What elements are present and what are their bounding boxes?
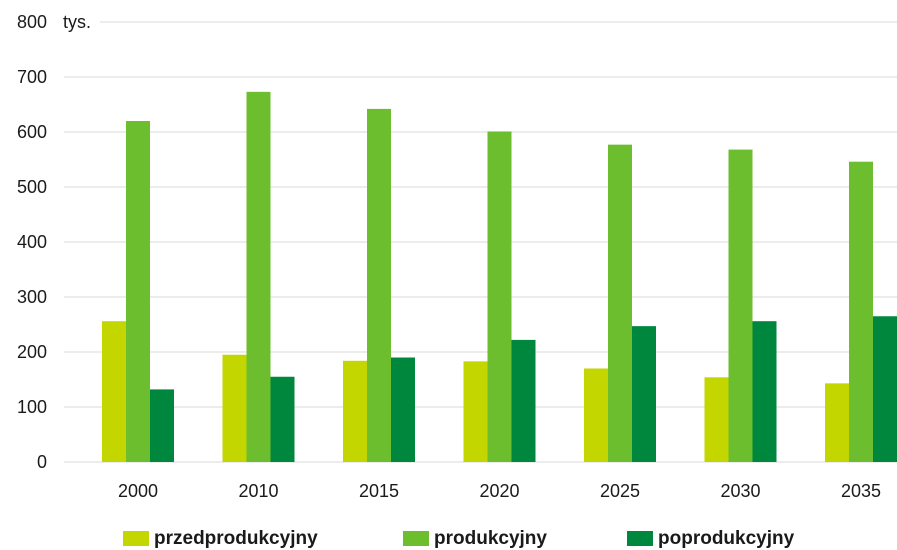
x-tick-label: 2025 (600, 481, 640, 501)
y-tick-label: 800 (17, 12, 47, 32)
bar-poprodukcyjny-2000 (150, 389, 174, 462)
bar-produkcyjny-2010 (246, 91, 271, 462)
y-tick-label: 500 (17, 177, 47, 197)
bar-przedprodukcyjny-2030 (704, 377, 729, 462)
bar-poprodukcyjny-2025 (632, 326, 656, 462)
bar-przedprodukcyjny-2020 (463, 361, 488, 462)
legend-swatch (123, 531, 149, 546)
gridlines (64, 21, 897, 463)
legend-label: produkcyjny (434, 527, 547, 549)
y-tick-label: 0 (37, 452, 47, 472)
bar-produkcyjny-2025 (608, 144, 632, 462)
bar-przedprodukcyjny-2025 (584, 368, 608, 462)
legend-swatch (403, 531, 429, 546)
x-tick-label: 2000 (118, 481, 158, 501)
y-tick-label: 700 (17, 67, 47, 87)
y-axis-ticks: 0 100 200 300 400 500 600 700 800 (17, 12, 47, 472)
bar-produkcyjny-2035 (849, 161, 873, 462)
x-axis-ticks: 2000 2010 2015 2020 2025 2030 2035 (118, 481, 881, 501)
bar-przedprodukcyjny-2015 (343, 360, 367, 462)
bar-produkcyjny-2015 (367, 108, 391, 463)
bar-poprodukcyjny-2035 (873, 316, 897, 462)
y-tick-label: 400 (17, 232, 47, 252)
bar-poprodukcyjny-2020 (511, 339, 536, 462)
x-tick-label: 2010 (238, 481, 278, 501)
bar-poprodukcyjny-2030 (752, 321, 777, 462)
bar-produkcyjny-2030 (728, 149, 753, 462)
x-tick-label: 2035 (841, 481, 881, 501)
legend: przedprodukcyjny produkcyjny poprodukcyjny (0, 527, 897, 550)
y-tick-label: 600 (17, 122, 47, 142)
legend-label: poprodukcyjny (658, 527, 795, 549)
bar-przedprodukcyjny-2000 (102, 321, 126, 462)
legend-item-produkcyjny: produkcyjny (403, 527, 547, 550)
y-tick-label: 200 (17, 342, 47, 362)
legend-item-przedprodukcyjny: przedprodukcyjny (123, 527, 318, 550)
bars (102, 91, 897, 463)
bar-poprodukcyjny-2015 (391, 357, 415, 462)
bar-przedprodukcyjny-2010 (222, 354, 247, 462)
bar-produkcyjny-2000 (126, 121, 150, 462)
legend-label: przedprodukcyjny (154, 527, 318, 549)
bar-przedprodukcyjny-2035 (825, 383, 849, 462)
bar-produkcyjny-2020 (487, 131, 512, 462)
bar-poprodukcyjny-2010 (270, 376, 295, 462)
x-tick-label: 2020 (479, 481, 519, 501)
legend-swatch (627, 531, 653, 546)
y-axis-unit-label: tys. (63, 12, 91, 32)
x-tick-label: 2015 (359, 481, 399, 501)
y-tick-label: 100 (17, 397, 47, 417)
x-tick-label: 2030 (720, 481, 760, 501)
y-tick-label: 300 (17, 287, 47, 307)
legend-item-poprodukcyjny: poprodukcyjny (627, 527, 794, 550)
